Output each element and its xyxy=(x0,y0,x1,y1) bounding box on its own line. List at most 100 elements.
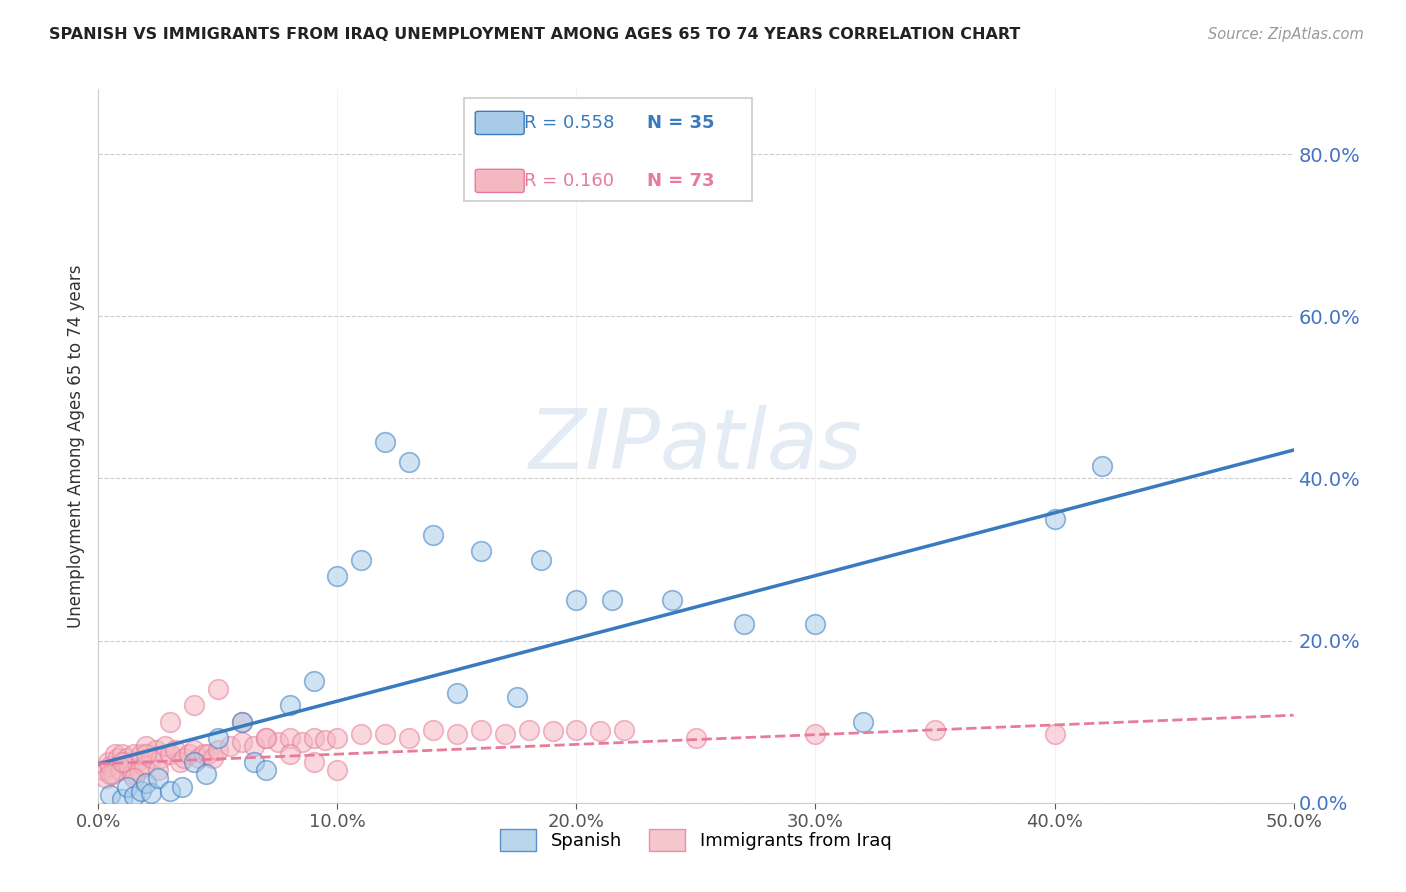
Point xyxy=(565,723,588,737)
Point xyxy=(155,739,177,753)
Point xyxy=(179,747,201,761)
Point xyxy=(135,747,157,761)
Point xyxy=(302,674,325,689)
Point xyxy=(350,727,373,741)
Point xyxy=(118,759,141,773)
Point xyxy=(565,593,588,607)
Point xyxy=(302,756,325,770)
Point xyxy=(183,743,205,757)
Point xyxy=(470,544,492,558)
Text: Source: ZipAtlas.com: Source: ZipAtlas.com xyxy=(1208,27,1364,42)
Point xyxy=(111,756,134,770)
Point xyxy=(202,751,225,765)
Point xyxy=(145,743,167,757)
Point xyxy=(804,617,827,632)
Point xyxy=(278,731,301,745)
Point xyxy=(315,732,337,747)
Point xyxy=(135,775,157,789)
Point xyxy=(1091,459,1114,474)
Point xyxy=(398,455,420,469)
Point xyxy=(278,747,301,761)
Point xyxy=(98,759,122,773)
Point xyxy=(422,528,444,542)
Point xyxy=(108,764,131,778)
Point xyxy=(207,682,229,697)
Point xyxy=(187,751,209,765)
Point xyxy=(193,747,215,761)
Point xyxy=(173,751,195,765)
Point xyxy=(530,552,553,566)
Point xyxy=(326,568,349,582)
Text: N = 73: N = 73 xyxy=(647,172,714,190)
Point xyxy=(131,783,153,797)
Point xyxy=(132,759,155,773)
Point xyxy=(159,714,181,729)
Point xyxy=(243,739,266,753)
Point xyxy=(267,735,290,749)
Point xyxy=(254,731,277,745)
Y-axis label: Unemployment Among Ages 65 to 74 years: Unemployment Among Ages 65 to 74 years xyxy=(66,264,84,628)
Point xyxy=(148,772,170,786)
Point xyxy=(804,727,827,741)
Text: N = 35: N = 35 xyxy=(647,114,714,132)
Point xyxy=(207,743,229,757)
Point xyxy=(589,724,612,739)
Point xyxy=(131,747,153,761)
Point xyxy=(111,747,134,761)
Point xyxy=(139,751,162,765)
Point xyxy=(924,723,946,737)
Point xyxy=(115,751,138,765)
Point xyxy=(124,747,146,761)
Point xyxy=(254,764,277,778)
Point xyxy=(852,714,875,729)
Point xyxy=(104,747,127,761)
Point xyxy=(350,552,373,566)
Point xyxy=(326,731,349,745)
Text: R = 0.160: R = 0.160 xyxy=(524,172,614,190)
Point xyxy=(114,756,136,770)
Point xyxy=(149,751,172,765)
Point xyxy=(124,789,146,804)
Point xyxy=(685,731,707,745)
Point xyxy=(470,723,492,737)
Point xyxy=(91,764,114,778)
Point xyxy=(374,727,396,741)
Point xyxy=(278,698,301,713)
Point xyxy=(291,735,314,749)
Point xyxy=(207,731,229,745)
Point xyxy=(135,739,157,753)
Point xyxy=(374,434,396,449)
Text: ZIPatlas: ZIPatlas xyxy=(529,406,863,486)
Point xyxy=(517,723,540,737)
Point xyxy=(1043,727,1066,741)
Point xyxy=(494,727,516,741)
Text: R = 0.558: R = 0.558 xyxy=(524,114,614,132)
Point xyxy=(111,791,134,805)
Point xyxy=(98,767,122,781)
Point xyxy=(446,727,468,741)
Point xyxy=(183,756,205,770)
Text: SPANISH VS IMMIGRANTS FROM IRAQ UNEMPLOYMENT AMONG AGES 65 TO 74 YEARS CORRELATI: SPANISH VS IMMIGRANTS FROM IRAQ UNEMPLOY… xyxy=(49,27,1021,42)
Point xyxy=(195,767,218,781)
Point xyxy=(124,772,146,786)
Point xyxy=(121,767,143,781)
Point xyxy=(613,723,636,737)
Point xyxy=(183,698,205,713)
Point xyxy=(326,764,349,778)
Point xyxy=(231,735,253,749)
Point xyxy=(302,731,325,745)
Point xyxy=(661,593,683,607)
Point xyxy=(602,593,624,607)
Point xyxy=(169,756,191,770)
Point xyxy=(446,686,468,700)
Point xyxy=(159,747,181,761)
Point xyxy=(98,788,122,802)
Point xyxy=(541,724,564,739)
Point xyxy=(1043,512,1066,526)
Point xyxy=(231,714,253,729)
Point xyxy=(422,723,444,737)
Point xyxy=(97,756,120,770)
Point xyxy=(219,739,242,753)
Point xyxy=(172,780,194,794)
Point xyxy=(506,690,529,705)
